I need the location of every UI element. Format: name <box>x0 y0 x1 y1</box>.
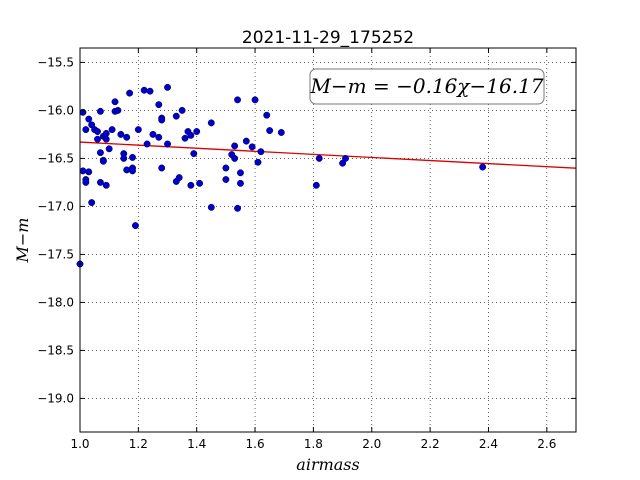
x-axis-label: airmass <box>296 455 359 474</box>
data-point <box>222 176 230 183</box>
y-tick-label: −19.0 <box>37 391 74 405</box>
data-point <box>123 133 131 141</box>
data-point <box>140 86 148 94</box>
data-point <box>175 174 183 182</box>
y-tick-label: −16.0 <box>37 103 74 117</box>
data-point <box>254 158 262 166</box>
y-tick-label: −17.0 <box>37 199 74 213</box>
x-tick-label: 1.4 <box>187 437 206 451</box>
grid-layer <box>79 48 576 432</box>
data-point <box>131 222 139 230</box>
y-tick-label: −18.5 <box>37 343 74 357</box>
plot-frame <box>79 47 577 433</box>
data-point <box>102 129 110 137</box>
fit-equation: M−m = −0.16χ−16.17 <box>309 74 543 98</box>
data-point <box>129 153 136 161</box>
ticks-layer: 1.0 1.2 1.4 1.6 1.8 2.0 2.2 2.4 2.6 −15.5 −16.0 −16… <box>37 48 576 451</box>
data-point <box>193 128 201 135</box>
data-point <box>164 140 171 148</box>
x-tick-label: 1.6 <box>246 437 265 451</box>
x-tick-label: 1.8 <box>304 437 323 451</box>
data-point <box>237 169 244 177</box>
data-point <box>231 142 239 150</box>
data-point <box>315 154 323 162</box>
data-point <box>187 181 195 189</box>
fit-layer <box>79 141 577 169</box>
annotation-box: M−m = −0.16χ−16.17 <box>309 68 545 105</box>
data-point <box>181 134 189 142</box>
data-point <box>248 143 256 151</box>
y-tick-label: −17.5 <box>37 247 74 261</box>
data-point <box>149 130 157 138</box>
data-point <box>94 135 101 143</box>
data-point <box>479 163 487 171</box>
data-point <box>120 154 128 162</box>
data-point <box>207 119 215 127</box>
x-tick-label: 1.0 <box>70 437 89 451</box>
chart-title: 2021-11-29_175252 <box>242 28 414 48</box>
data-point <box>143 140 151 148</box>
x-tick-label: 2.2 <box>421 437 440 451</box>
data-point <box>102 181 110 189</box>
data-point <box>190 150 198 158</box>
data-point <box>96 107 104 115</box>
data-point <box>126 89 134 97</box>
data-point <box>129 164 136 172</box>
data-point <box>117 130 125 138</box>
data-point <box>155 101 163 109</box>
x-tick-label: 1.2 <box>129 437 148 451</box>
data-point <box>263 111 271 119</box>
y-tick-label: −18.0 <box>37 295 74 309</box>
data-point <box>266 127 274 135</box>
y-tick-label: −16.5 <box>37 151 74 165</box>
x-tick-label: 2.0 <box>362 437 381 451</box>
data-point <box>94 128 101 135</box>
data-point <box>237 179 244 187</box>
data-point <box>312 181 320 189</box>
data-point <box>134 126 142 134</box>
data-point <box>158 116 166 124</box>
data-point <box>172 112 180 120</box>
annotation-frame <box>309 68 545 105</box>
data-point <box>196 179 204 187</box>
data-point <box>96 178 104 186</box>
data-point <box>234 204 242 212</box>
y-tick-label: −15.5 <box>37 55 74 69</box>
data-point <box>251 96 259 104</box>
data-point <box>164 83 171 91</box>
data-point <box>222 164 230 172</box>
data-point <box>105 145 113 153</box>
data-point <box>257 148 265 156</box>
y-axis-label: M−m <box>13 218 32 264</box>
data-point <box>242 137 250 145</box>
data-point <box>96 149 104 157</box>
data-point <box>342 154 349 162</box>
data-point <box>178 106 186 114</box>
data-point <box>82 126 90 134</box>
data-point <box>102 135 110 143</box>
x-tick-label: 2.6 <box>537 437 556 451</box>
fit-line <box>79 141 577 169</box>
data-point <box>234 96 242 104</box>
data-point <box>114 106 122 114</box>
data-point <box>108 126 116 134</box>
data-point <box>82 178 90 186</box>
points-layer <box>76 83 487 268</box>
data-point <box>155 133 163 141</box>
data-point <box>277 129 285 136</box>
data-point <box>123 166 131 174</box>
data-point <box>207 203 215 211</box>
data-point <box>85 168 93 176</box>
data-point <box>231 154 239 162</box>
data-point <box>99 157 107 165</box>
data-point <box>88 199 96 207</box>
data-point <box>79 167 87 175</box>
data-point <box>187 131 195 139</box>
data-point <box>158 164 166 172</box>
data-point <box>146 87 154 95</box>
x-tick-label: 2.4 <box>479 437 498 451</box>
data-point <box>111 98 119 106</box>
data-point <box>85 115 93 123</box>
